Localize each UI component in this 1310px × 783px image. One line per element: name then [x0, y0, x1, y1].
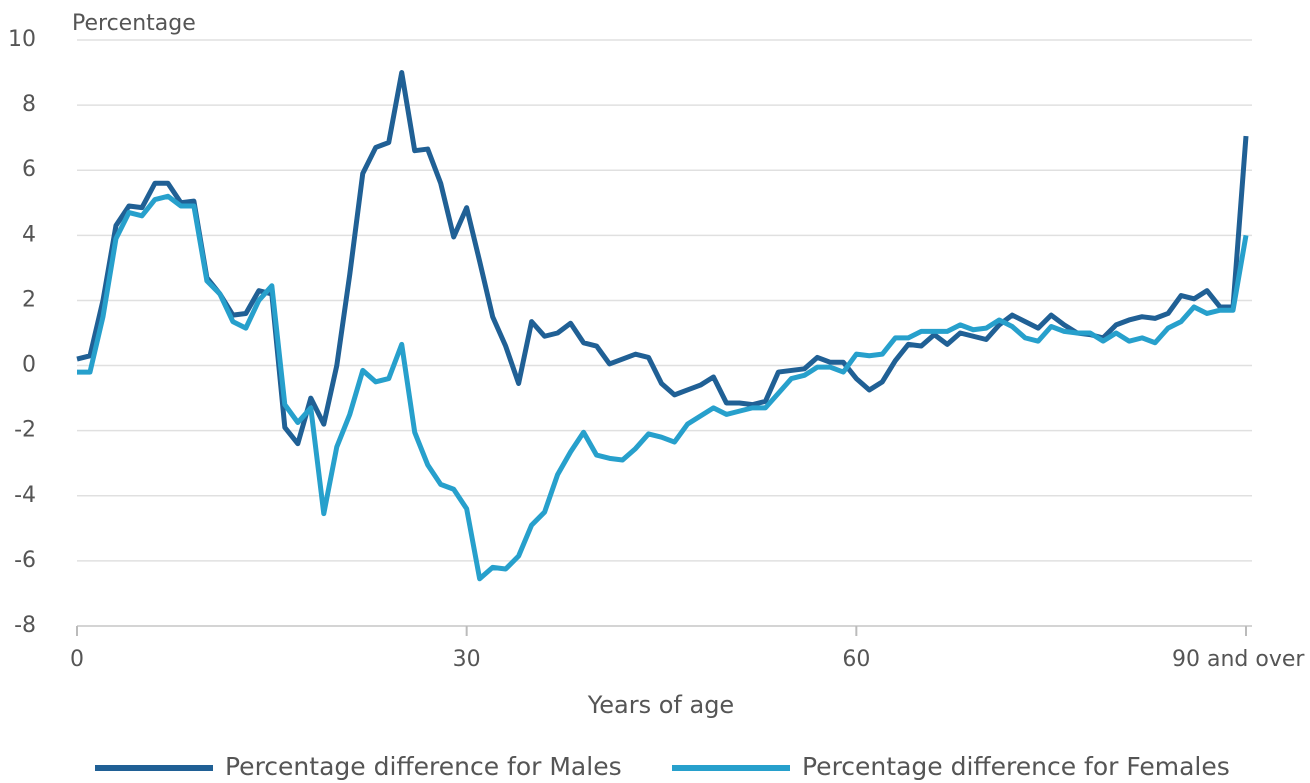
x-tick-label: 30: [453, 647, 481, 672]
legend-label: Percentage difference for Males: [225, 752, 622, 781]
y-tick-label: 6: [22, 157, 36, 182]
x-tick-label: 60: [842, 647, 870, 672]
y-tick-label: -2: [14, 418, 36, 443]
series-line: [76, 70, 1249, 447]
y-tick-label: 2: [22, 287, 36, 312]
series-line: [77, 193, 1249, 582]
x-tick-label: 0: [70, 647, 84, 672]
y-axis-label: Percentage: [72, 11, 196, 36]
y-tick-label: 10: [8, 27, 36, 52]
y-tick-label: 8: [22, 92, 36, 117]
y-tick-label: -6: [14, 548, 36, 573]
x-axis-label: Years of age: [587, 691, 734, 719]
legend-label: Percentage difference for Females: [802, 752, 1230, 781]
y-tick-label: -8: [14, 613, 36, 638]
y-tick-label: 0: [22, 353, 36, 378]
x-tick-label: 90 and over: [1172, 647, 1305, 672]
y-tick-label: 4: [22, 222, 36, 247]
y-tick-label: -4: [14, 483, 36, 508]
